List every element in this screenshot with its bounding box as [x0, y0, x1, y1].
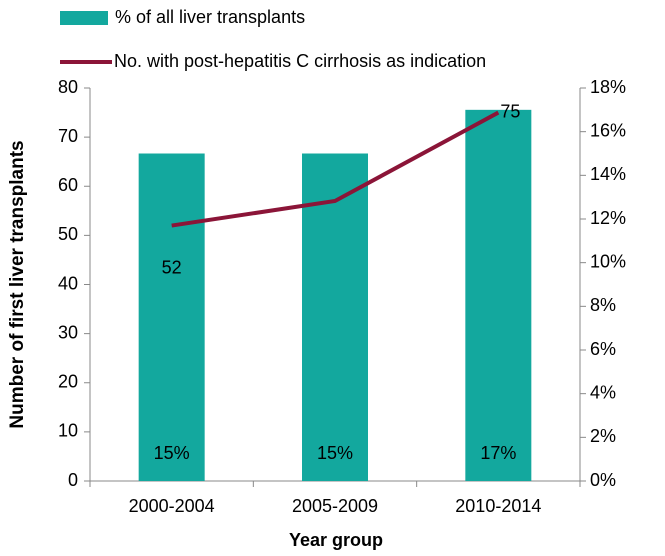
y2-tick-label: 2%	[590, 426, 616, 446]
y2-tick-label: 0%	[590, 470, 616, 490]
y2-tick-label: 10%	[590, 251, 626, 271]
y2-tick-label: 12%	[590, 208, 626, 228]
y-tick-label: 60	[58, 175, 78, 195]
bar-value-label: 17%	[480, 443, 516, 463]
y2-tick-label: 14%	[590, 164, 626, 184]
bar	[302, 153, 368, 481]
y-tick-label: 50	[58, 224, 78, 244]
y-tick-label: 80	[58, 77, 78, 97]
y-tick-label: 0	[68, 470, 78, 490]
y-tick-label: 40	[58, 273, 78, 293]
line	[171, 110, 500, 228]
y2-tick-label: 16%	[590, 120, 626, 140]
x-tick-label: 2000-2004	[129, 496, 215, 516]
x-tick-label: 2005-2009	[292, 496, 378, 516]
line-value-label: 75	[500, 101, 520, 121]
y2-tick-label: 8%	[590, 295, 616, 315]
x-axis-title: Year group	[289, 530, 383, 550]
y-tick-label: 20	[58, 372, 78, 392]
bar	[138, 153, 205, 481]
bar	[465, 109, 532, 481]
y2-tick-label: 6%	[590, 339, 616, 359]
line-value-label: 52	[162, 257, 182, 277]
y-tick-label: 30	[58, 322, 78, 342]
y2-tick-label: 4%	[590, 382, 616, 402]
bar-value-label: 15%	[317, 443, 353, 463]
y2-tick-label: 18%	[590, 77, 626, 97]
legend-label: % of all liver transplants	[115, 7, 305, 27]
legend-label: No. with post-hepatitis C cirrhosis as i…	[114, 51, 486, 71]
y-axis-title: Number of first liver transplants	[7, 140, 28, 428]
y-tick-label: 70	[58, 126, 78, 146]
legend-swatch	[60, 11, 108, 25]
y-tick-label: 10	[58, 421, 78, 441]
x-tick-label: 2010-2014	[455, 496, 541, 516]
bar-value-label: 15%	[154, 443, 190, 463]
